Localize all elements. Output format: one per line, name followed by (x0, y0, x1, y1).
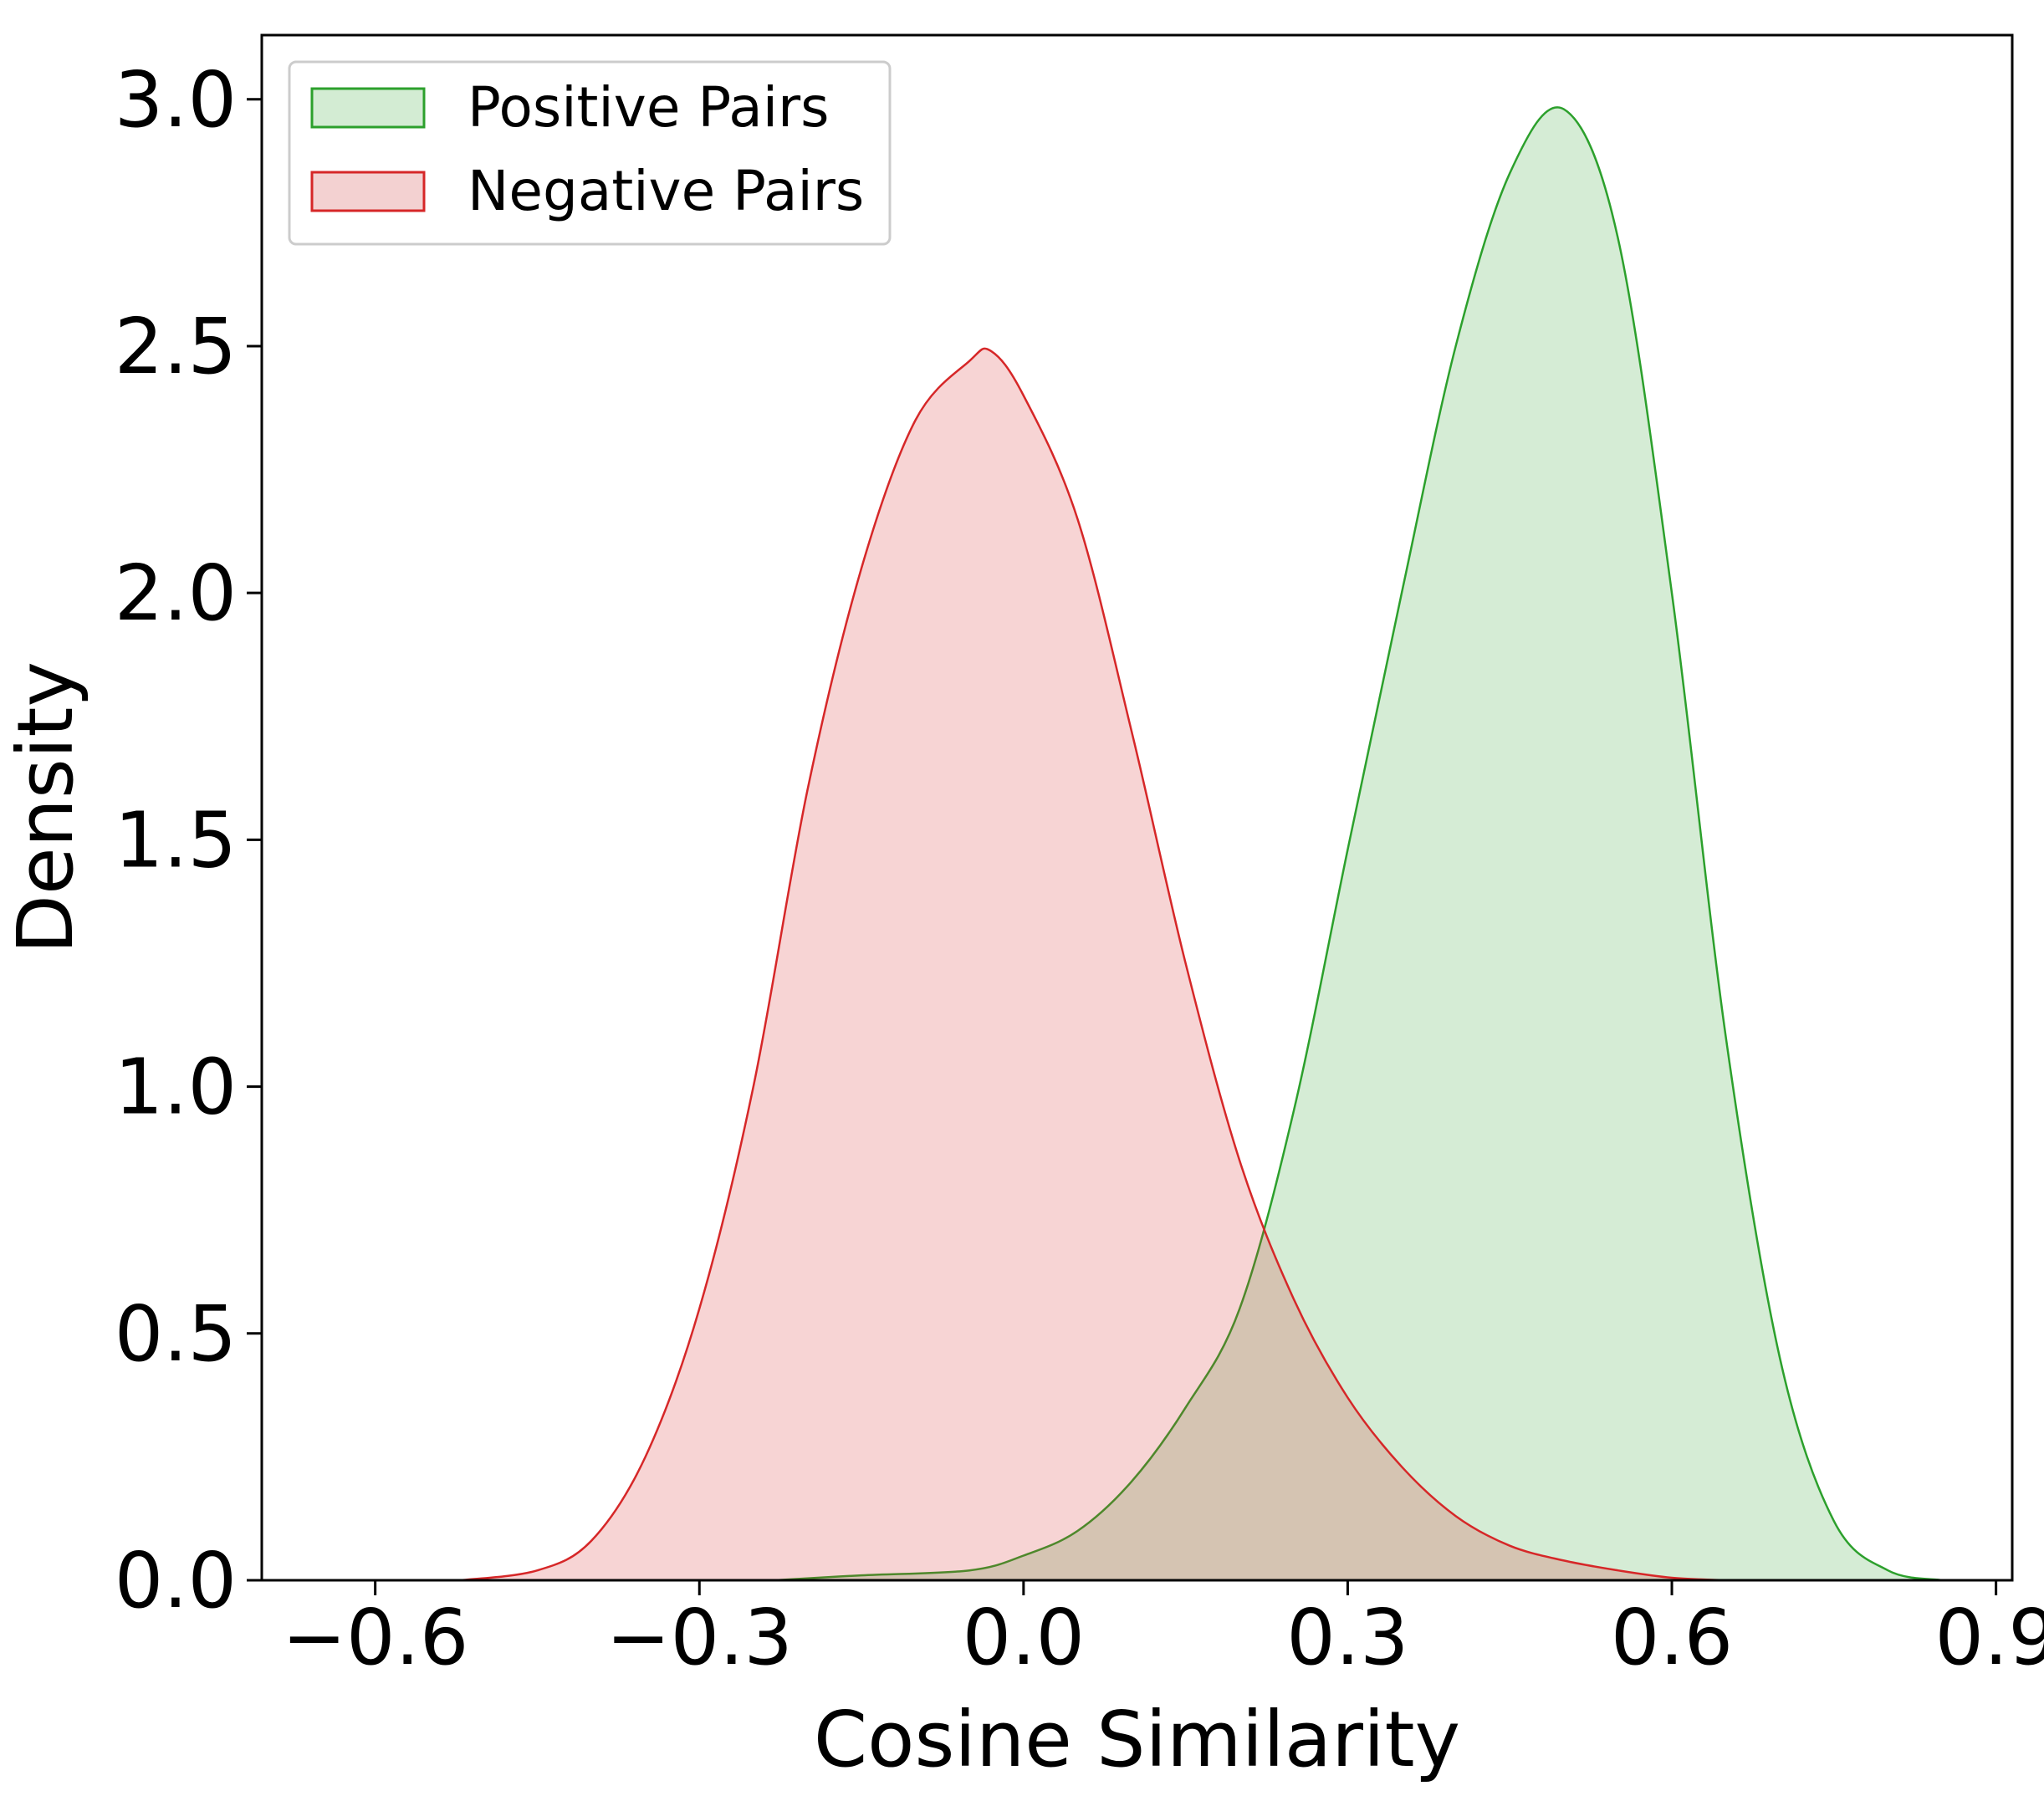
series-area-negative-pairs (462, 348, 1726, 1580)
y-tick-label: 0.0 (115, 1536, 237, 1625)
series-area-positive-pairs (774, 107, 1943, 1581)
x-axis-label: Cosine Similarity (814, 1695, 1460, 1784)
x-tick-label: −0.6 (282, 1593, 468, 1682)
y-axis-label: Density (1, 661, 90, 954)
y-tick-label: 1.5 (115, 795, 237, 885)
plot-frame (260, 33, 2014, 1582)
x-tick-label: −0.3 (606, 1593, 793, 1682)
legend-box (288, 60, 892, 246)
legend-swatch-negative-pairs (310, 171, 426, 212)
y-tick-label: 2.5 (115, 302, 237, 391)
x-tick-label: 0.9 (1934, 1593, 2044, 1682)
legend-label-positive-pairs: Positive Pairs (468, 75, 830, 140)
x-tick-label: 0.6 (1611, 1593, 1733, 1682)
x-tick-label: 0.3 (1286, 1593, 1408, 1682)
y-tick-label: 0.5 (115, 1289, 237, 1379)
series-line-negative-pairs (461, 347, 1726, 1582)
y-tick-label: 2.0 (115, 548, 237, 638)
y-tick-label: 3.0 (115, 55, 237, 145)
x-tick-label: 0.0 (963, 1593, 1085, 1682)
x-axis: −0.6 −0.3 0.0 0.3 0.6 0.9 (282, 1580, 2044, 1682)
legend: Positive Pairs Negative Pairs (288, 60, 892, 246)
series-layer (461, 106, 1943, 1582)
y-axis: 0.0 0.5 1.0 1.5 2.0 2.5 3.0 (115, 55, 262, 1625)
series-line-positive-pairs (774, 106, 1943, 1582)
y-tick-label: 1.0 (115, 1043, 237, 1132)
legend-swatch-positive-pairs (310, 87, 426, 129)
legend-label-negative-pairs: Negative Pairs (468, 159, 864, 223)
